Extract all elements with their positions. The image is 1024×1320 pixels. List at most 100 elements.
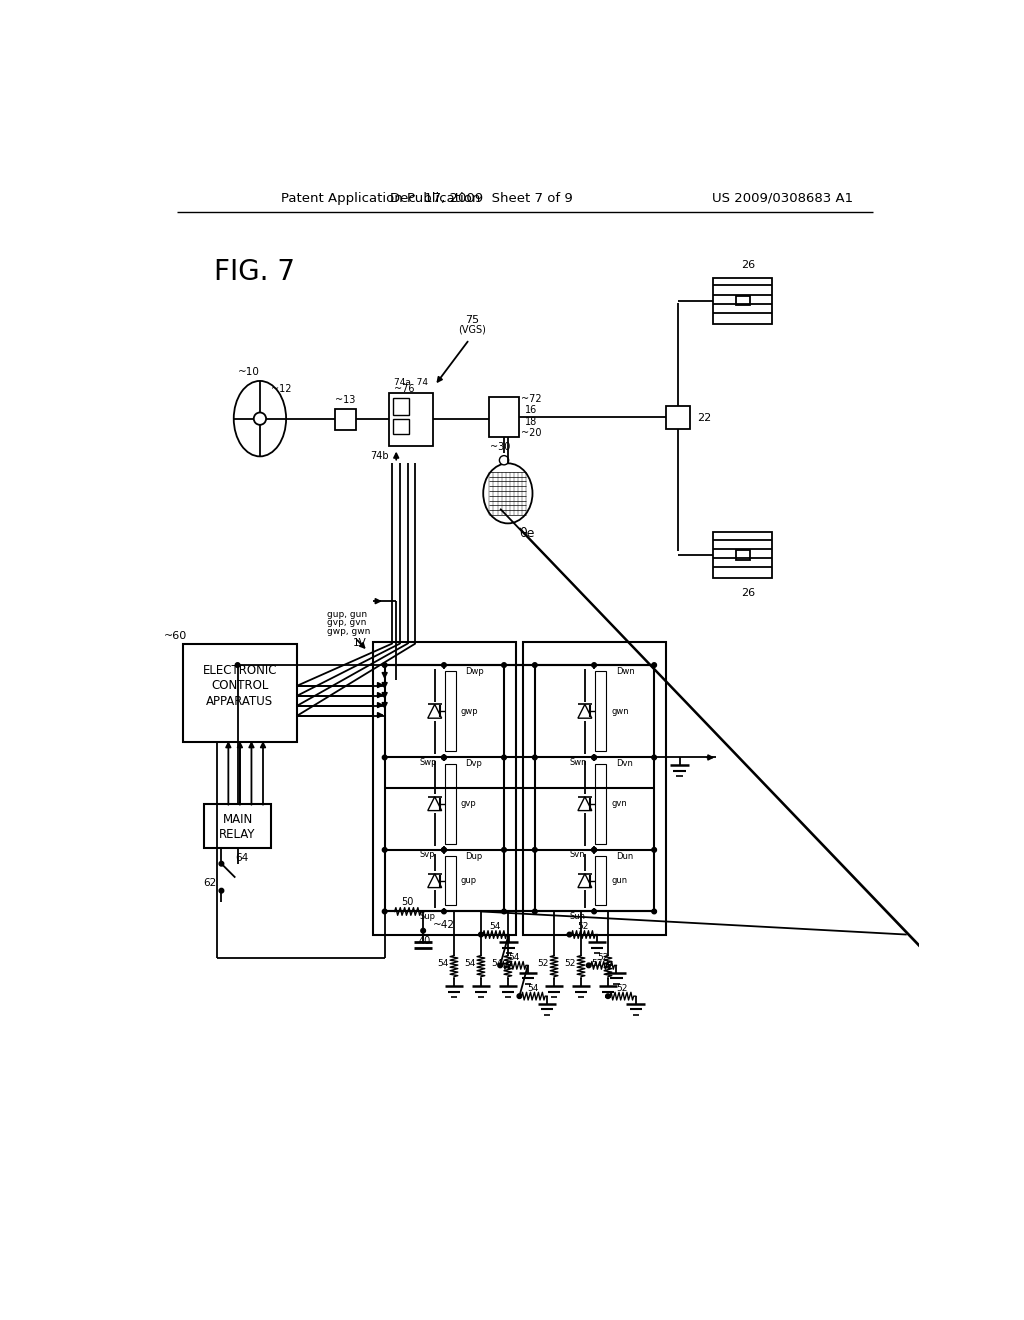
Text: FIG. 7: FIG. 7 <box>214 259 295 286</box>
Bar <box>204 804 271 849</box>
Text: 54: 54 <box>492 958 503 968</box>
Polygon shape <box>578 874 592 887</box>
Text: gun: gun <box>611 876 627 886</box>
Text: Swn: Swn <box>569 758 587 767</box>
Text: Dwp: Dwp <box>466 667 484 676</box>
Polygon shape <box>578 705 592 718</box>
Circle shape <box>441 847 446 853</box>
Text: 54: 54 <box>508 953 520 962</box>
Circle shape <box>592 847 596 853</box>
Circle shape <box>382 909 387 913</box>
Text: (VGS): (VGS) <box>458 325 485 334</box>
Text: 1V: 1V <box>353 639 367 648</box>
Text: θe: θe <box>519 527 535 540</box>
Bar <box>714 277 772 323</box>
Bar <box>335 409 356 430</box>
Circle shape <box>517 994 521 998</box>
Text: ~60: ~60 <box>164 631 186 640</box>
Text: APPARATUS: APPARATUS <box>207 694 273 708</box>
Text: Sun: Sun <box>569 912 586 920</box>
Bar <box>595 671 605 751</box>
Bar <box>373 642 515 935</box>
Circle shape <box>532 847 538 853</box>
Bar <box>444 855 456 906</box>
Circle shape <box>532 663 538 668</box>
Bar <box>595 855 605 906</box>
Text: ELECTRONIC: ELECTRONIC <box>203 664 278 677</box>
Circle shape <box>441 755 446 760</box>
Circle shape <box>592 663 596 668</box>
Text: ~20: ~20 <box>521 428 542 438</box>
Bar <box>444 671 456 751</box>
Text: 52: 52 <box>564 958 575 968</box>
Bar <box>736 296 750 305</box>
Circle shape <box>605 994 610 998</box>
Circle shape <box>478 932 483 937</box>
Circle shape <box>652 847 656 853</box>
Text: 26: 26 <box>741 260 755 269</box>
Circle shape <box>441 755 446 760</box>
Circle shape <box>382 663 387 668</box>
Circle shape <box>592 755 596 760</box>
Bar <box>183 644 297 742</box>
Circle shape <box>652 755 656 760</box>
Polygon shape <box>428 797 441 810</box>
Circle shape <box>502 847 506 853</box>
Text: 22: 22 <box>697 413 712 422</box>
Text: 74b: 74b <box>370 451 388 462</box>
Circle shape <box>502 909 506 913</box>
Text: Dec. 17, 2009  Sheet 7 of 9: Dec. 17, 2009 Sheet 7 of 9 <box>389 191 572 205</box>
Text: 52: 52 <box>597 953 608 962</box>
Circle shape <box>502 755 506 760</box>
Bar <box>388 393 433 446</box>
Text: gup, gun: gup, gun <box>327 610 367 619</box>
Bar <box>444 763 456 843</box>
Text: 62: 62 <box>203 878 216 888</box>
Ellipse shape <box>500 455 509 465</box>
Text: CONTROL: CONTROL <box>211 680 268 693</box>
Circle shape <box>592 909 596 913</box>
Text: 50: 50 <box>401 898 414 907</box>
Circle shape <box>441 663 446 668</box>
Text: 64: 64 <box>234 853 248 862</box>
Text: 74a  74: 74a 74 <box>394 378 428 387</box>
Text: ~13: ~13 <box>335 395 355 405</box>
Text: 54: 54 <box>527 983 539 993</box>
Circle shape <box>567 932 571 937</box>
Text: 40: 40 <box>419 936 431 945</box>
Bar <box>595 763 605 843</box>
Circle shape <box>421 928 425 933</box>
Text: ~10: ~10 <box>239 367 260 378</box>
Circle shape <box>498 964 503 968</box>
Polygon shape <box>428 705 441 718</box>
Bar <box>488 397 519 437</box>
Text: Dup: Dup <box>466 851 482 861</box>
Text: 26: 26 <box>741 589 755 598</box>
Text: gwp: gwp <box>461 706 478 715</box>
Text: 75: 75 <box>465 315 479 325</box>
Text: 18: 18 <box>525 417 537 426</box>
Text: ~72: ~72 <box>520 395 542 404</box>
Text: ~30: ~30 <box>489 442 510 453</box>
Polygon shape <box>578 797 592 810</box>
Circle shape <box>441 909 446 913</box>
Circle shape <box>441 847 446 853</box>
Bar <box>714 532 772 578</box>
Text: 52: 52 <box>616 983 628 993</box>
Text: ~12: ~12 <box>271 384 292 395</box>
Circle shape <box>532 909 538 913</box>
Bar <box>393 418 409 434</box>
Circle shape <box>382 755 387 760</box>
Text: 52: 52 <box>592 958 603 968</box>
Text: Svp: Svp <box>419 850 435 859</box>
Text: gvp: gvp <box>461 799 476 808</box>
Text: gvp, gvn: gvp, gvn <box>327 618 367 627</box>
Circle shape <box>652 909 656 913</box>
Text: Dun: Dun <box>615 851 633 861</box>
Circle shape <box>652 663 656 668</box>
Text: 52: 52 <box>578 923 589 932</box>
Circle shape <box>382 847 387 853</box>
Text: gwp, gwn: gwp, gwn <box>327 627 371 636</box>
Text: 54: 54 <box>437 958 449 968</box>
Text: Dvn: Dvn <box>615 759 633 768</box>
